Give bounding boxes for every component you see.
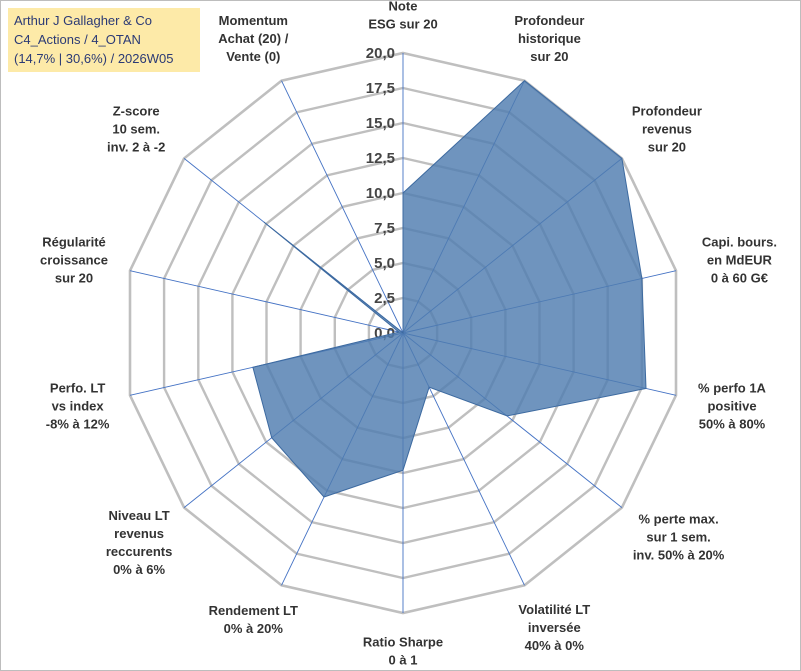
tick-label: 12,5 (366, 150, 395, 167)
tick-label: 20,0 (366, 45, 395, 62)
axis-spoke (281, 80, 404, 334)
axis-label-line: % perfo 1A (698, 380, 767, 395)
axis-label-line: historique (518, 31, 581, 46)
axis-label-line: 40% à 0% (525, 638, 585, 653)
tick-label: 10,0 (366, 185, 395, 202)
title-stats: (14,7% | 30,6%) / 2026W05 (14, 51, 174, 66)
axis-label-line: Rendement LT (209, 603, 298, 618)
axis-label-line: Perfo. LT (50, 380, 105, 395)
tick-layer: 0,02,55,07,510,012,515,017,520,0 (366, 45, 395, 342)
chart-title-box: Arthur J Gallagher & Co C4_Actions / 4_O… (8, 8, 200, 72)
axis-label: Z-score 10 sem. inv. 2 à -2 (107, 104, 165, 155)
axis-label-line: sur 20 (648, 140, 686, 155)
axis-label: % perfo 1A positive 50% à 80% (698, 380, 767, 431)
axis-label-line: inversée (528, 620, 581, 635)
series-layer (252, 80, 647, 498)
series-area (252, 80, 647, 498)
axis-label-line: sur 20 (530, 49, 568, 64)
axis-label: % perte max. sur 1 sem. inv. 50% à 20% (633, 511, 725, 562)
tick-label: 7,5 (374, 220, 395, 237)
title-category: C4_Actions / 4_OTAN (14, 32, 141, 47)
axis-label-line: 0 à 1 (389, 653, 418, 668)
axis-label-line: 0 à 60 G€ (711, 271, 768, 286)
axis-label-line: revenus (642, 122, 692, 137)
axis-label-line: Niveau LT (109, 508, 170, 523)
axis-label-line: sur 20 (55, 271, 93, 286)
axis-label-line: 0% à 20% (224, 621, 284, 636)
tick-label: 5,0 (374, 255, 395, 272)
axis-label-line: 50% à 80% (699, 416, 766, 431)
axis-label-line: Profondeur (514, 13, 584, 28)
axis-label-line: revenus (114, 526, 164, 541)
axis-label-line: reccurents (106, 544, 172, 559)
axis-label-line: inv. 2 à -2 (107, 140, 165, 155)
axis-label: Régularité croissance sur 20 (40, 235, 108, 286)
axis-label-line: ESG sur 20 (368, 17, 437, 32)
tick-label: 17,5 (366, 80, 395, 97)
axis-label-line: Volatilité LT (518, 602, 590, 617)
axis-label-line: -8% à 12% (46, 416, 110, 431)
axis-label-line: Capi. bours. (702, 235, 777, 250)
axis-label: Volatilité LT inversée 40% à 0% (518, 602, 590, 653)
axis-label-line: croissance (40, 253, 108, 268)
axis-label: Ratio Sharpe 0 à 1 (363, 635, 443, 668)
axis-label: Niveau LT revenus reccurents 0% à 6% (106, 508, 172, 577)
title-company: Arthur J Gallagher & Co (14, 13, 153, 28)
axis-label: Capi. bours. en MdEUR 0 à 60 G€ (702, 235, 777, 286)
axis-label-line: Note (389, 0, 418, 14)
axis-label-line: sur 1 sem. (646, 529, 710, 544)
axis-label: Momentum Achat (20) / Vente (0) (218, 13, 288, 64)
axis-label-line: 0% à 6% (113, 562, 165, 577)
axis-label-line: % perte max. (638, 511, 718, 526)
axis-label: Rendement LT 0% à 20% (209, 603, 298, 636)
axis-label-line: en MdEUR (707, 253, 773, 268)
axis-label: Perfo. LT vs index -8% à 12% (46, 380, 110, 431)
axis-label-line: Régularité (42, 235, 106, 250)
axis-label-line: inv. 50% à 20% (633, 547, 725, 562)
axis-label: Note ESG sur 20 (368, 0, 437, 32)
tick-label: 15,0 (366, 115, 395, 132)
axis-label-line: Vente (0) (226, 49, 280, 64)
axis-label-line: vs index (52, 398, 105, 413)
axis-label-line: Profondeur (632, 104, 702, 119)
axis-label: Profondeur historique sur 20 (514, 13, 584, 64)
axis-label-line: Achat (20) / (218, 31, 288, 46)
axis-label-line: Ratio Sharpe (363, 635, 443, 650)
axis-label-line: 10 sem. (112, 122, 160, 137)
axis-spoke (129, 270, 404, 334)
axis-label-line: Momentum (219, 13, 288, 28)
axis-label-layer: Note ESG sur 20 Profondeur historique sur 20… (40, 0, 777, 668)
axis-label-line: positive (707, 398, 756, 413)
axis-label-line: Z-score (113, 104, 160, 119)
axis-label: Profondeur revenus sur 20 (632, 104, 702, 155)
tick-label: 2,5 (374, 290, 395, 307)
